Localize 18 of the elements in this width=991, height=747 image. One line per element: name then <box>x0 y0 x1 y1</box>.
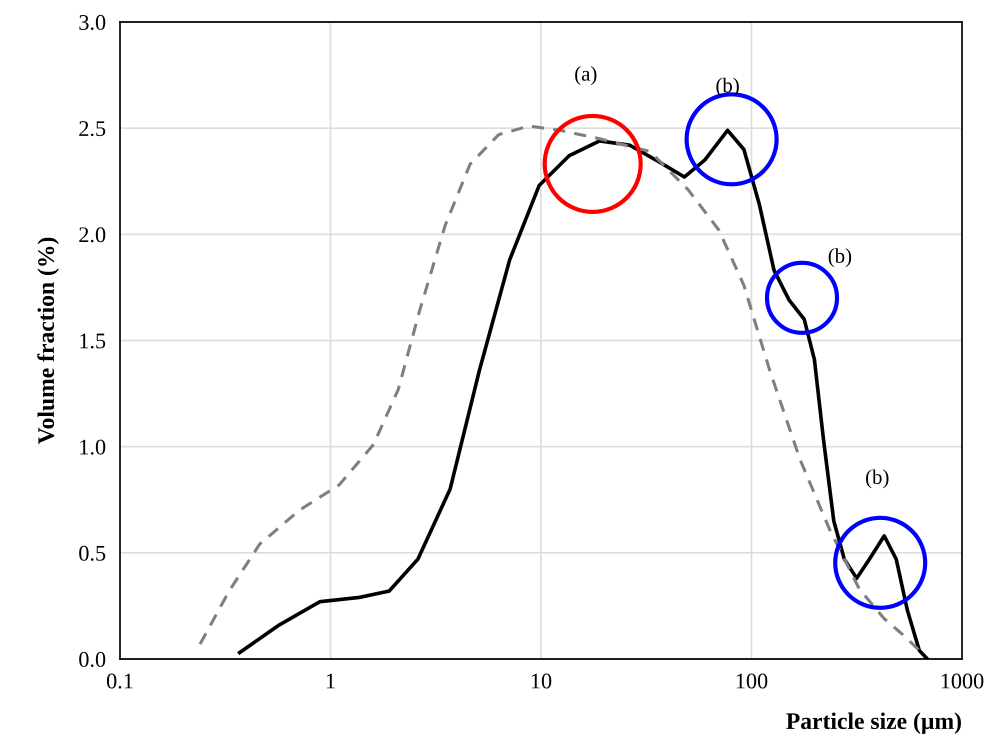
y-tick-label: 0.0 <box>79 652 106 668</box>
x-axis-title: Particle size (µm) <box>786 712 961 734</box>
y-tick-label: 1.5 <box>80 334 106 349</box>
y-tick-label: 1.0 <box>80 440 106 455</box>
y-tick-label: 0.5 <box>79 546 106 561</box>
x-tick-label: 10 <box>532 674 552 689</box>
annotation: (b) <box>828 248 852 268</box>
annotation: (a) <box>575 66 596 86</box>
y-axis-title: Volume fraction (%) <box>37 238 59 444</box>
x-tick-label: 1000 <box>942 674 984 689</box>
y-tick-label: 2.0 <box>79 227 106 242</box>
y-tick-label: 3.0 <box>79 14 106 30</box>
y-tick-label: 2.5 <box>79 121 106 136</box>
x-tick-label: 1 <box>326 674 335 688</box>
annotation: (b) <box>716 78 739 97</box>
annotation: (b) <box>866 469 888 488</box>
x-tick-label: 0.1 <box>106 674 133 689</box>
x-tick-label: 100 <box>736 674 768 689</box>
